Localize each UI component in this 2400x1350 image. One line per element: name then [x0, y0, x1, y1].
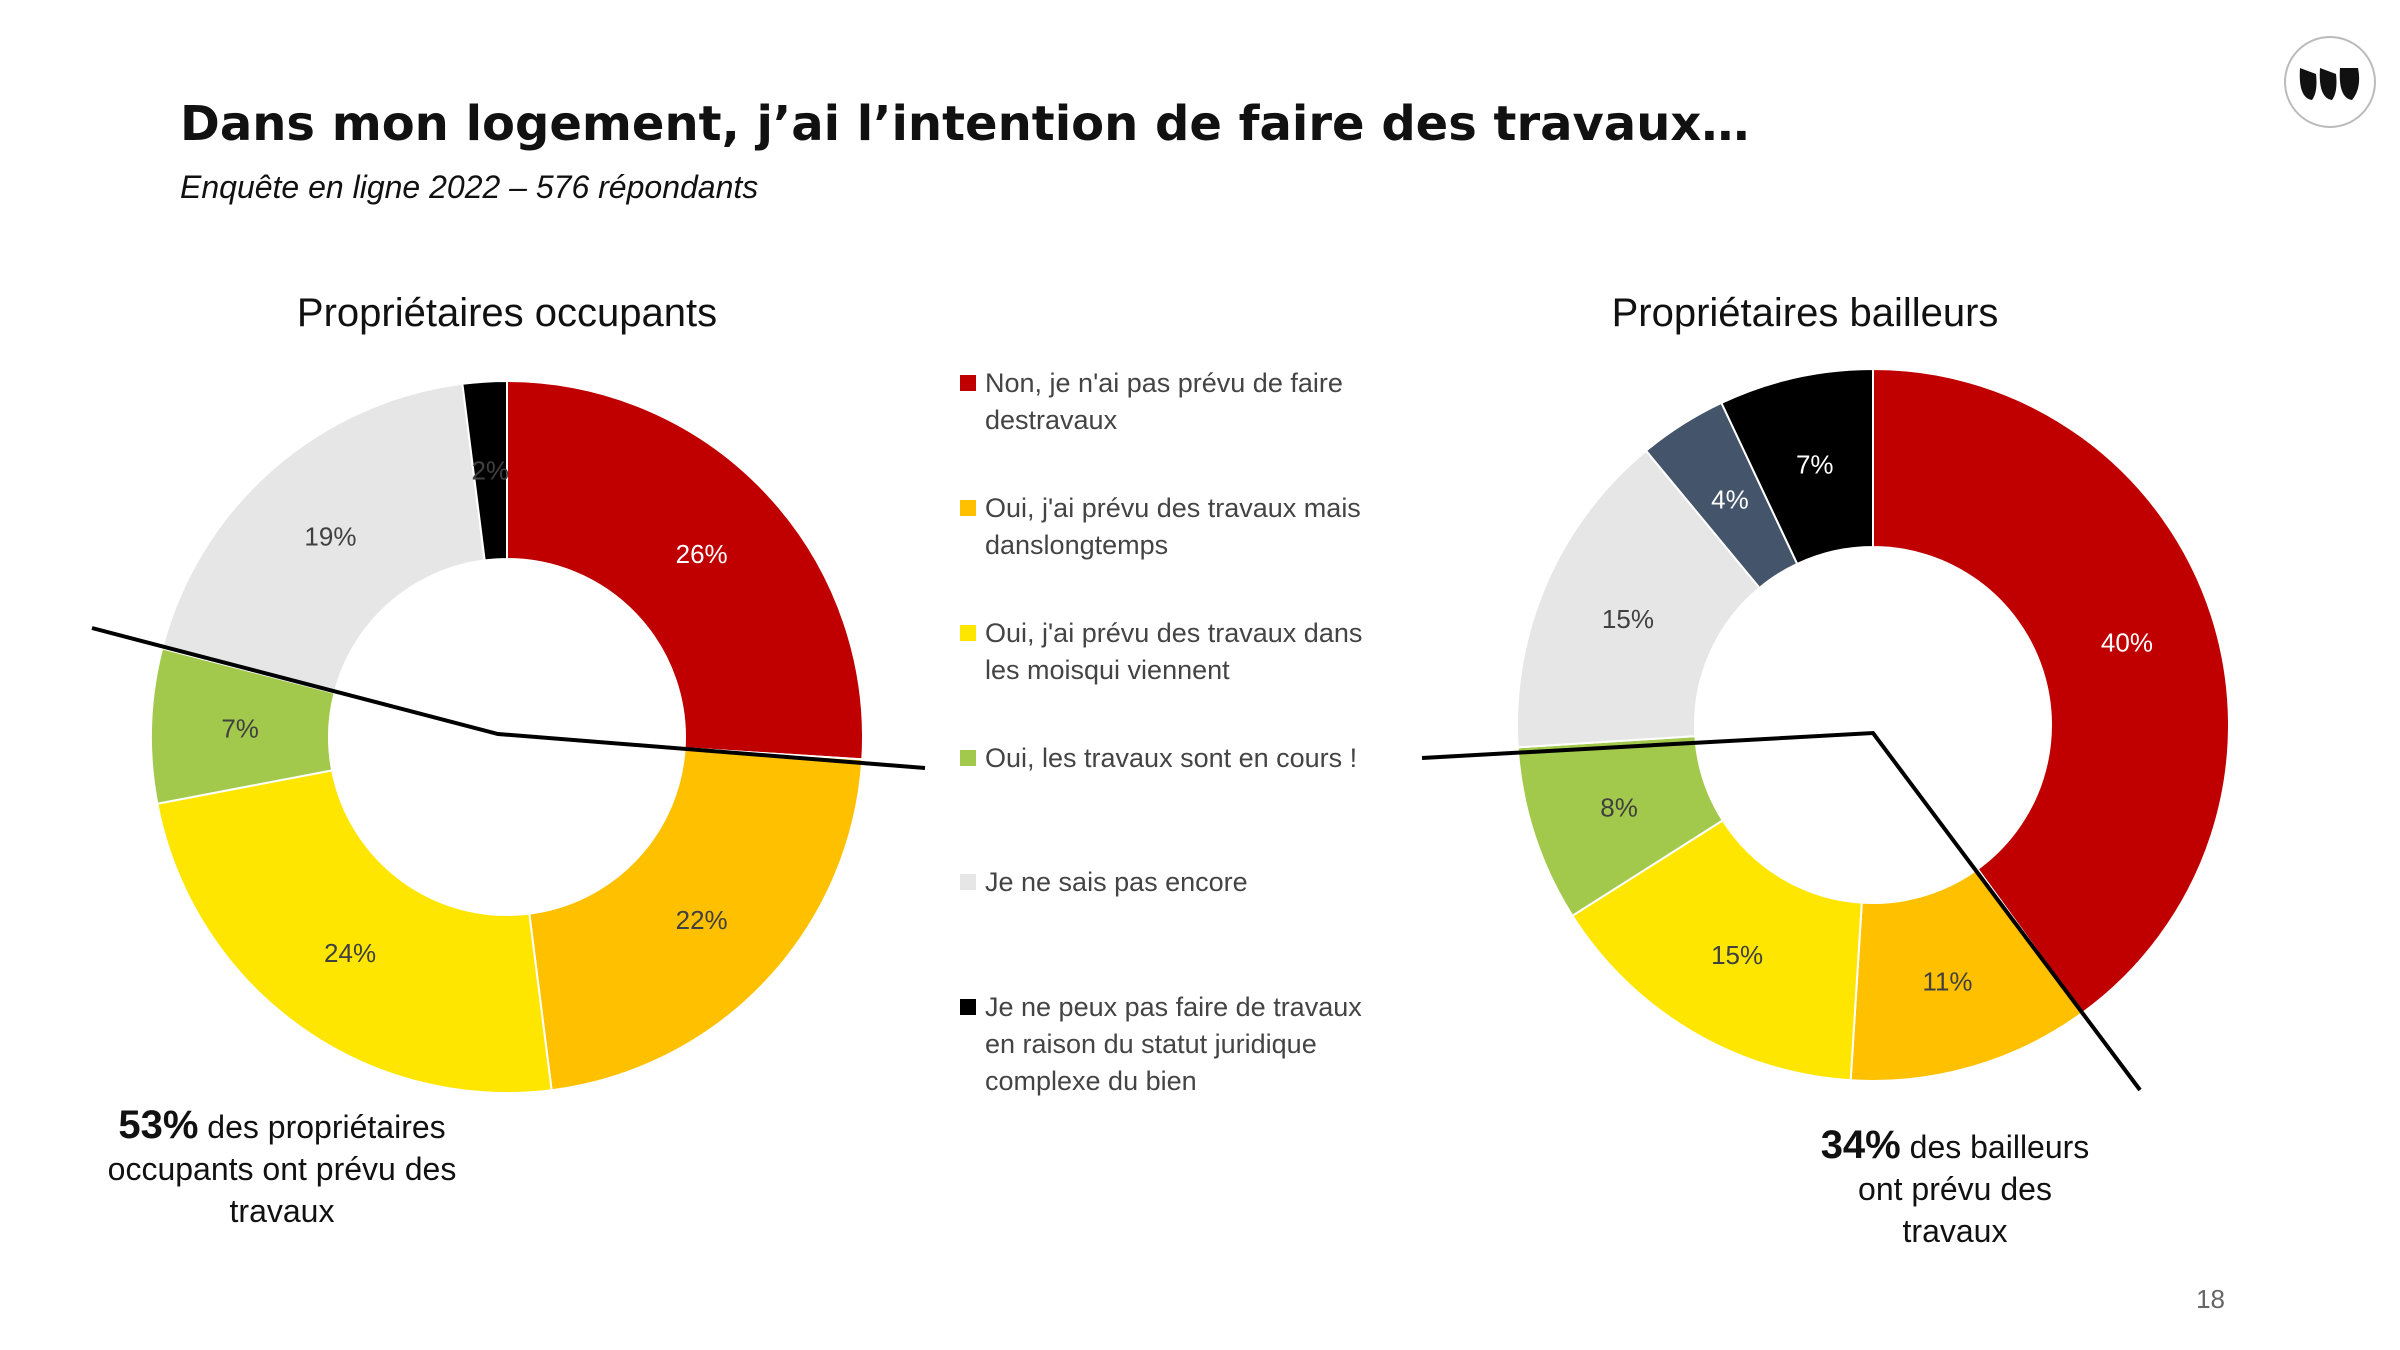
legend-swatch — [960, 625, 976, 641]
legend-swatch — [960, 874, 976, 890]
note-line: travaux — [230, 1193, 335, 1229]
note-highlight: 53% — [118, 1103, 198, 1147]
chart-title-occupants: Propriétaires occupants — [297, 291, 717, 335]
legend-label: Oui, les travaux sont en cours ! — [985, 743, 1357, 773]
threshold-line-bailleurs — [1421, 730, 2142, 1092]
donut-slice — [506, 379, 864, 761]
note-line: travaux — [1903, 1213, 2008, 1249]
donut-slice — [160, 382, 486, 694]
slice-label: 8% — [1600, 793, 1638, 823]
slice-label: 40% — [2101, 627, 2153, 657]
legend-label: Je ne peux pas faire de travaux — [985, 992, 1362, 1022]
slice-label: 7% — [1796, 449, 1834, 479]
legend-swatch — [960, 750, 976, 766]
legend-label: danslongtemps — [985, 530, 1168, 560]
slice-label: 2% — [471, 456, 509, 486]
donut-chart-bailleurs: 40% 11% 15% 8% 15% 4% 7% — [1516, 367, 2230, 1082]
donut-slice — [1872, 367, 2230, 1015]
legend-swatch — [960, 500, 976, 516]
legend: Non, je n'ai pas prévu de faire destravau… — [960, 368, 1362, 1096]
slice-label: 7% — [221, 714, 259, 744]
slice-label: 15% — [1602, 604, 1654, 634]
legend-label: Oui, j'ai prévu des travaux mais — [985, 493, 1361, 523]
threshold-polyline — [91, 626, 926, 770]
leaf-logo-icon — [2284, 36, 2376, 128]
legend-swatch — [960, 375, 976, 391]
chart-title-bailleurs: Propriétaires bailleurs — [1612, 291, 1999, 335]
legend-label: Oui, j'ai prévu des travaux dans — [985, 618, 1362, 648]
page-title: Dans mon logement, j’ai l’intention de f… — [180, 96, 1749, 152]
donut-slice — [461, 379, 508, 562]
slice-label: 22% — [676, 905, 728, 935]
slice-label: 26% — [676, 539, 728, 569]
threshold-polyline — [1421, 730, 2142, 1092]
threshold-line-occupants — [91, 626, 926, 770]
note-bailleurs: 34% des bailleurs ont prévu des travaux — [1821, 1123, 2090, 1249]
donut-slice — [156, 769, 553, 1094]
note-highlight: 34% — [1821, 1123, 1901, 1167]
legend-swatch — [960, 999, 976, 1015]
note-line: occupants ont prévu des — [108, 1151, 457, 1187]
donut-slice — [528, 747, 864, 1092]
page-subtitle: Enquête en ligne 2022 – 576 répondants — [180, 169, 758, 205]
legend-label: destravaux — [985, 405, 1118, 435]
page-number: 18 — [2196, 1284, 2225, 1314]
donut-slice — [1571, 818, 1863, 1082]
slice-label: 19% — [304, 522, 356, 552]
donut-chart-occupants: 26% 22% 24% 7% 19% 2% — [150, 379, 864, 1094]
legend-label: complexe du bien — [985, 1066, 1197, 1096]
legend-label: les moisqui viennent — [985, 655, 1230, 685]
note-line: des propriétaires — [198, 1109, 445, 1145]
donut-slice — [1720, 367, 1874, 566]
legend-label: Non, je n'ai pas prévu de faire — [985, 368, 1343, 398]
slice-label: 11% — [1922, 966, 1972, 996]
slice-label: 15% — [1711, 940, 1763, 970]
legend-label: en raison du statut juridique — [985, 1029, 1317, 1059]
note-line: des bailleurs — [1901, 1129, 2090, 1165]
slice-label: 4% — [1711, 485, 1749, 515]
note-line: ont prévu des — [1858, 1171, 2052, 1207]
legend-label: Je ne sais pas encore — [985, 867, 1248, 897]
donut-slice — [1516, 449, 1761, 749]
slice-label: 24% — [324, 938, 376, 968]
note-occupants: 53% des propriétaires occupants ont prévu… — [108, 1103, 457, 1229]
